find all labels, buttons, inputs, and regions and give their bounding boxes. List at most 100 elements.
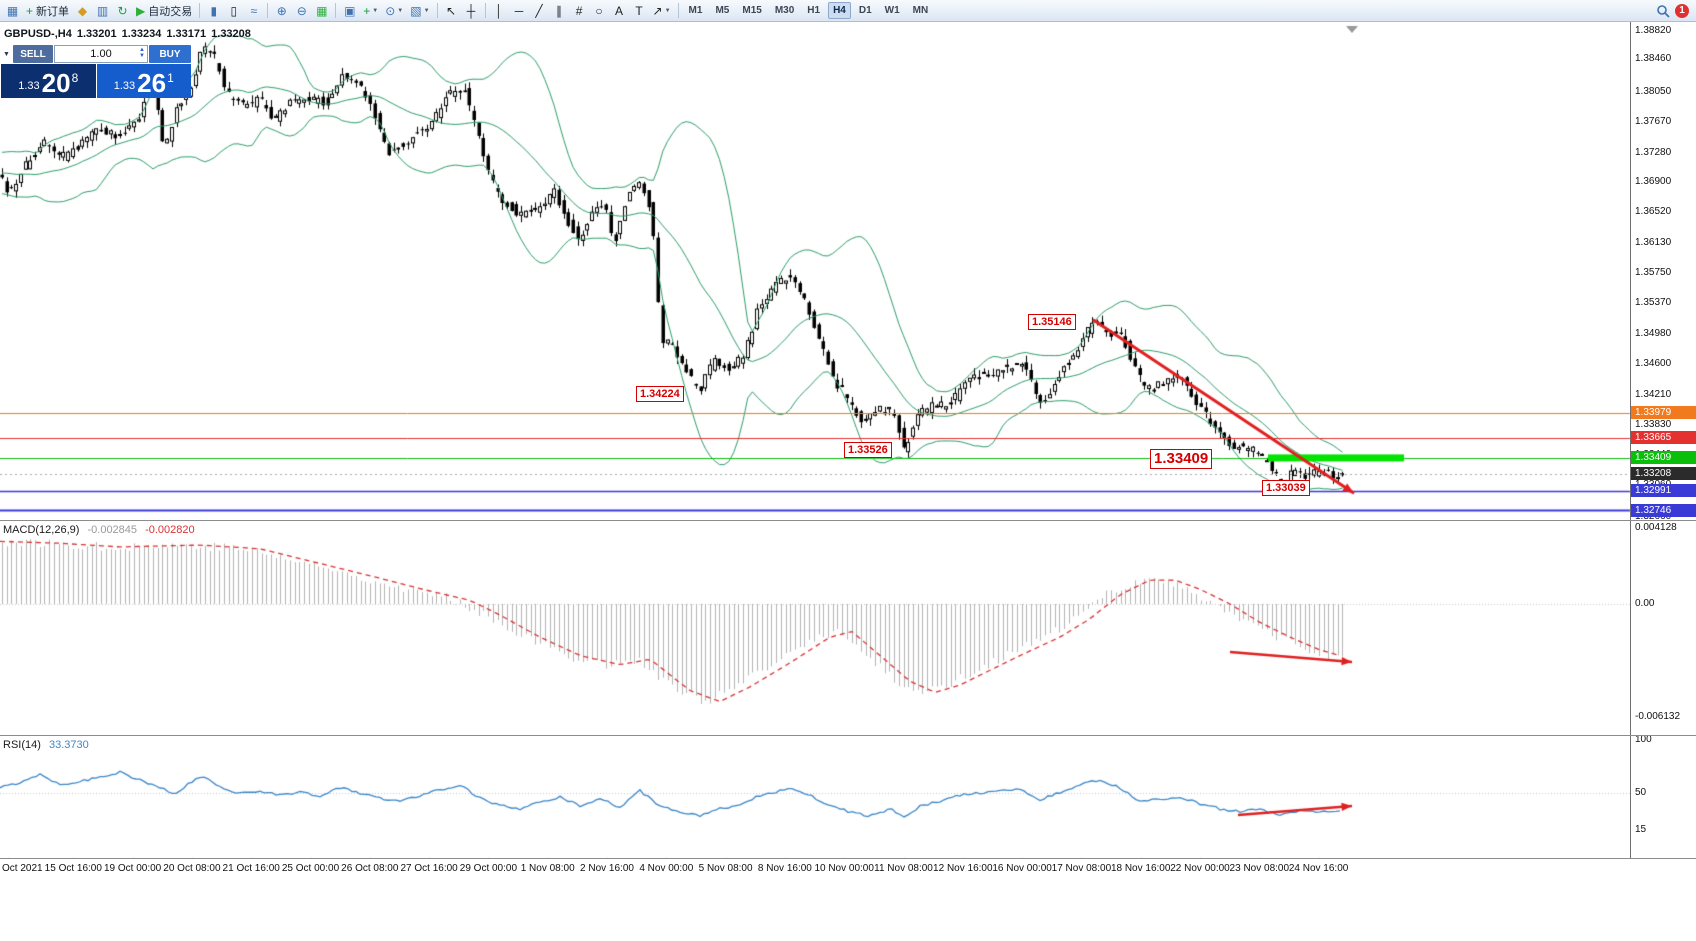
timeframe-m30[interactable]: M30: [774, 5, 795, 16]
timeframe-m15[interactable]: M15: [742, 5, 762, 16]
vertical-line-icon[interactable]: │: [490, 1, 509, 20]
volume-value: 1.00: [90, 48, 112, 60]
chart-low: 1.33171: [166, 28, 207, 40]
buy-price-display[interactable]: 1.33 26 1: [96, 64, 191, 98]
volume-down-arrow[interactable]: ▼: [139, 53, 145, 59]
templates-button[interactable]: ▧ ▼: [407, 1, 432, 20]
price-label-annotation[interactable]: 1.33409: [1150, 449, 1213, 469]
time-axis[interactable]: Oct 2021 15 Oct 16:00 19 Oct 00:00 20 Oct 0…: [0, 859, 1630, 879]
refresh-icon[interactable]: ↻: [113, 1, 132, 20]
new-order-button[interactable]: + 新订单: [23, 1, 72, 20]
chart-close: 1.33208: [211, 28, 251, 40]
arrows-tool-button: ↗: [652, 3, 663, 18]
text-tool-icon: A: [615, 3, 624, 18]
zoom-in-icon[interactable]: ⊕: [272, 1, 291, 20]
time-axis-label: 22 Nov 00:00: [1170, 863, 1230, 874]
trendline-icon[interactable]: ╱: [530, 1, 549, 20]
toolbar-separator: [677, 3, 679, 18]
price-axis[interactable]: 1.38820 1.38460 1.38050 1.37670 1.37280 1.369…: [1630, 22, 1696, 858]
market-watch-icon[interactable]: ▥: [93, 1, 112, 20]
time-axis-label: 8 Nov 16:00: [757, 863, 812, 874]
price-axis-label: 1.37670: [1635, 115, 1672, 127]
volume-up-arrow[interactable]: ▲: [139, 47, 145, 53]
price-axis-label: 1.33830: [1635, 418, 1672, 430]
time-axis-label: 10 Nov 00:00: [814, 863, 874, 874]
price-axis-label: 1.34210: [1635, 388, 1672, 400]
candlestick-chart-icon[interactable]: ▯: [224, 1, 243, 20]
sell-button[interactable]: SELL: [13, 45, 53, 63]
new-chart-icon: ▣: [344, 3, 356, 18]
cursor-icon[interactable]: ↖: [442, 1, 461, 20]
crosshair-icon[interactable]: ┼: [462, 1, 481, 20]
search-icon[interactable]: [1656, 4, 1670, 18]
channel-icon[interactable]: ∥: [550, 1, 569, 20]
line-chart-icon: ≈: [250, 3, 258, 18]
chevron-down-icon: ▼: [664, 7, 671, 14]
price-label-annotation[interactable]: 1.35146: [1028, 314, 1076, 330]
chart-symbol: GBPUSD-,H4: [4, 28, 72, 40]
timeframe-w1[interactable]: W1: [884, 5, 900, 16]
macd-name: MACD(12,26,9): [3, 524, 80, 536]
buy-button[interactable]: BUY: [149, 45, 191, 63]
price-axis-label: 1.36520: [1635, 206, 1672, 218]
arrows-tool-button[interactable]: ↗ ▼: [650, 1, 674, 20]
panel-separator[interactable]: [0, 520, 1696, 521]
price-tag: 1.33409: [1631, 451, 1696, 465]
sell-price-prefix: 1.33: [18, 80, 40, 92]
text-tool-icon[interactable]: A: [610, 1, 629, 20]
time-axis-label: 21 Oct 16:00: [222, 863, 280, 874]
price-axis-label: 1.35750: [1635, 267, 1672, 279]
panel-separator[interactable]: [0, 735, 1696, 736]
horizontal-line-icon[interactable]: ─: [510, 1, 529, 20]
toolbar-separator: [199, 3, 201, 18]
periods-button[interactable]: ⊙ ▼: [382, 1, 406, 20]
bar-chart-icon[interactable]: ▮: [204, 1, 223, 20]
label-tool-icon[interactable]: T: [630, 1, 649, 20]
new-order-button: +: [26, 3, 34, 18]
collapse-one-click-arrow[interactable]: ▼: [3, 50, 10, 58]
zoom-out-icon: ⊖: [296, 3, 307, 18]
time-axis-label: 17 Nov 08:00: [1051, 863, 1112, 874]
toolbar: ▦ + 新订单 ◆ ▥ ↻ ▶ 自动交易 ▮ ▯ ≈ ⊕ ⊖ ▦ ▣ + ▼ ⊙ ▼ ▧ ▼ ↖ ┼ │ ─ ╱ ∥ # ○ A T ↗ ▼ M1…: [0, 0, 1696, 22]
price-axis-label: 1.34980: [1635, 327, 1672, 339]
timeframe-mn[interactable]: MN: [912, 5, 929, 16]
volume-input[interactable]: 1.00 ▲ ▼: [54, 45, 148, 63]
price-tag: 1.33665: [1631, 431, 1696, 445]
zoom-out-icon[interactable]: ⊖: [292, 1, 311, 20]
time-axis-label: 4 Nov 00:00: [639, 863, 694, 874]
new-chart-icon[interactable]: ▣: [340, 1, 359, 20]
add-indicator-button: +: [363, 3, 371, 18]
notification-badge[interactable]: 1: [1675, 3, 1689, 18]
profiles-icon[interactable]: ◆: [73, 1, 92, 20]
timeframe-m1[interactable]: M1: [688, 5, 703, 16]
toolbar-separator: [436, 3, 438, 18]
shapes-icon[interactable]: ○: [590, 1, 609, 20]
price-label-annotation[interactable]: 1.33039: [1262, 480, 1310, 496]
terminal-window-icon[interactable]: ▦: [3, 1, 22, 20]
price-label-annotation[interactable]: 1.34224: [636, 386, 684, 402]
macd-axis-label: -0.006132: [1635, 710, 1681, 722]
time-axis-label: 11 Nov 08:00: [874, 863, 933, 874]
rsi-axis-label: 15: [1635, 824, 1647, 836]
timeframe-h4[interactable]: H4: [828, 2, 851, 19]
time-axis-label: 20 Oct 08:00: [163, 863, 221, 874]
line-chart-icon[interactable]: ≈: [244, 1, 263, 20]
timeframe-h1[interactable]: H1: [807, 5, 821, 16]
sell-price-point: 8: [71, 71, 79, 85]
auto-trading-button[interactable]: ▶ 自动交易: [133, 1, 195, 20]
sell-price-display[interactable]: 1.33 20 8: [1, 64, 96, 98]
chart-canvas[interactable]: [0, 22, 1696, 941]
timeframe-d1[interactable]: D1: [858, 5, 872, 16]
tile-windows-icon[interactable]: ▦: [312, 1, 331, 20]
price-axis-label: 1.37280: [1635, 146, 1672, 158]
price-tag: 1.33208: [1631, 467, 1696, 481]
add-indicator-button[interactable]: + ▼: [360, 1, 381, 20]
timeframe-m5[interactable]: M5: [715, 5, 730, 16]
panel-separator[interactable]: [0, 858, 1696, 859]
price-axis-label: 1.38050: [1635, 85, 1672, 97]
price-tag: 1.33979: [1631, 406, 1696, 420]
label-tool-icon: T: [635, 3, 643, 18]
price-label-annotation[interactable]: 1.33526: [844, 442, 892, 458]
macd-main-value: -0.002845: [87, 524, 138, 536]
fibonacci-icon[interactable]: #: [570, 1, 589, 20]
